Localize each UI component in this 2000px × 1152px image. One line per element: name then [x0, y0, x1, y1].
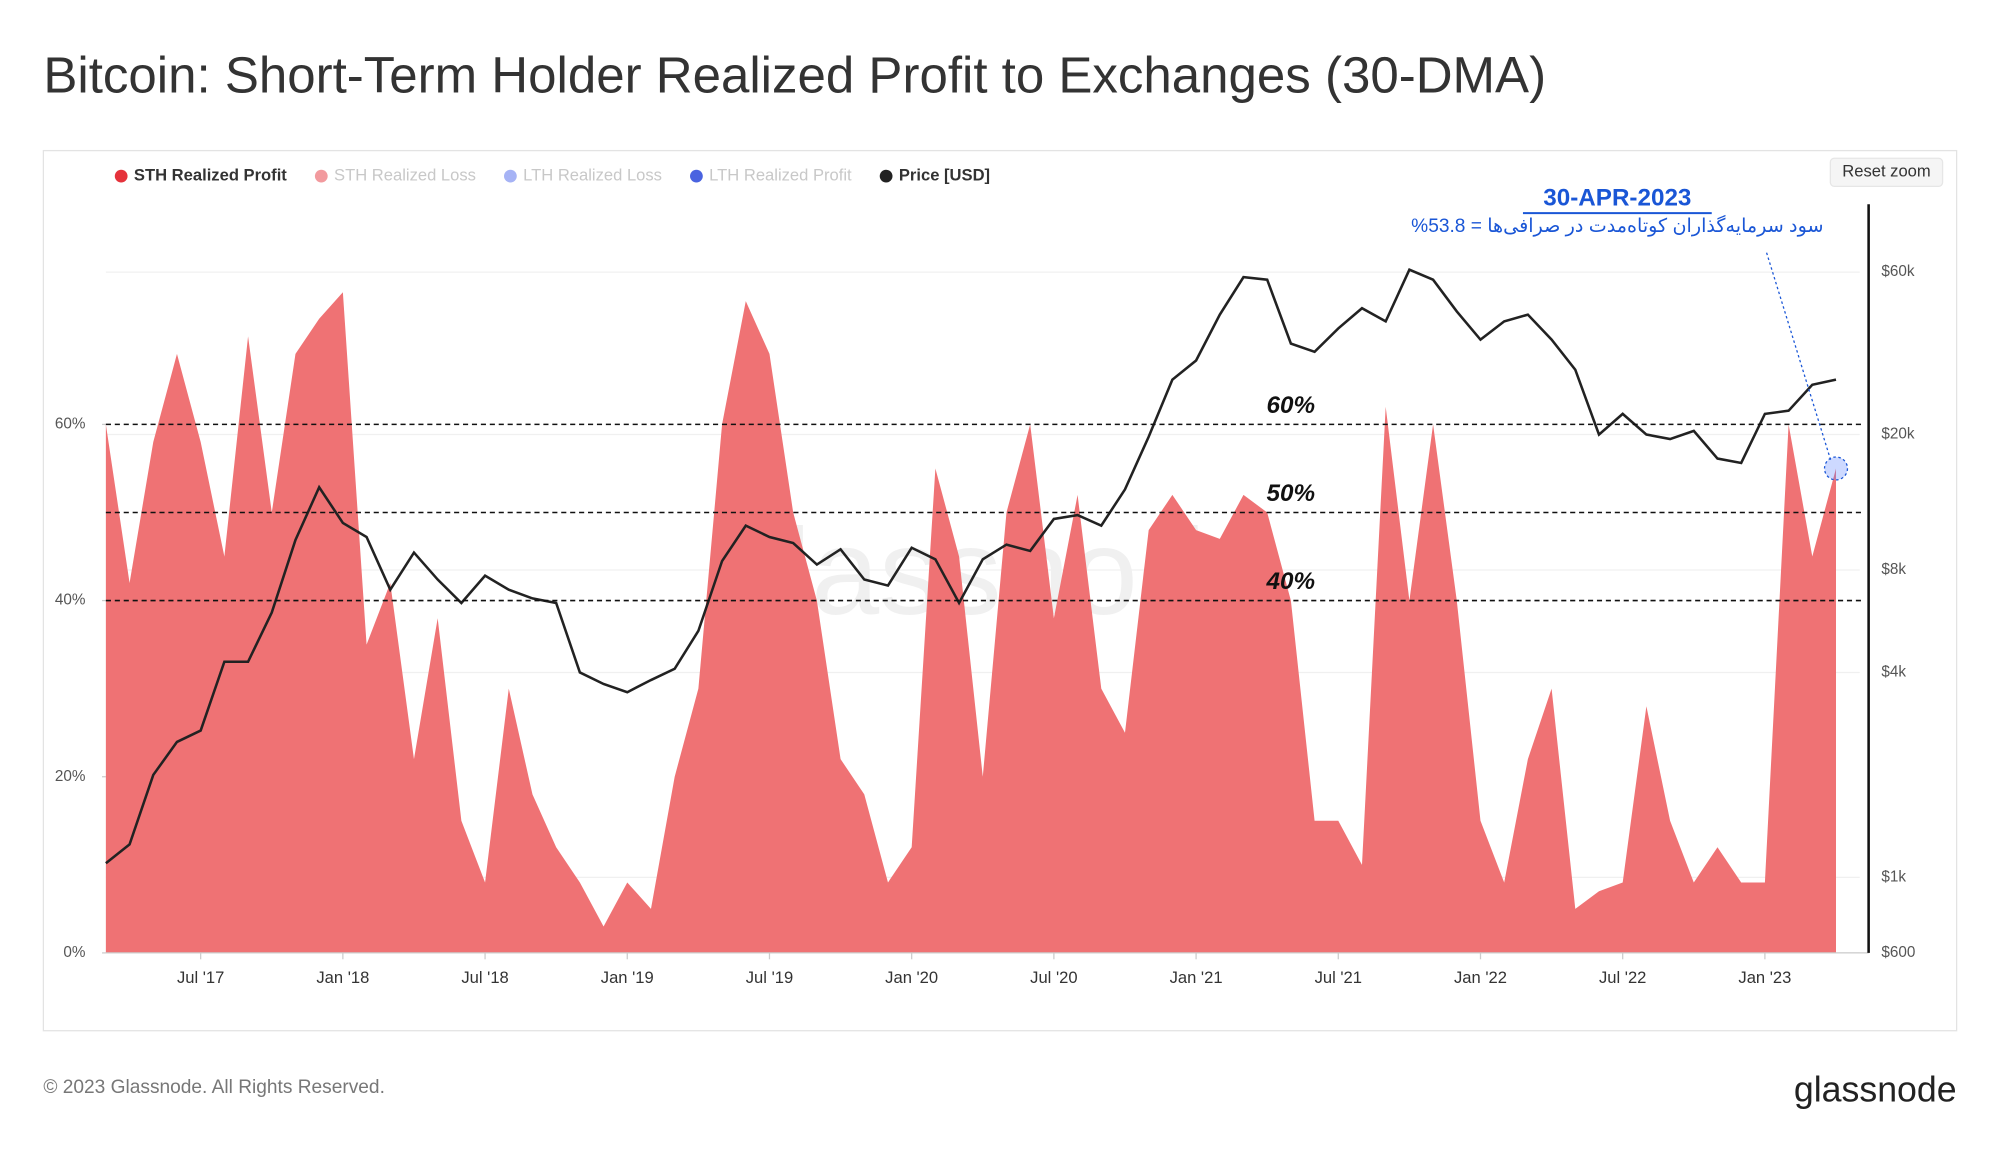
y2-tick-label: $8k: [1881, 561, 1906, 578]
y2-tick-label: $600: [1881, 944, 1915, 961]
price-line: [105, 268, 1837, 865]
legend-label[interactable]: STH Realized Loss: [334, 166, 476, 185]
x-tick-label: Jan '22: [1454, 968, 1507, 987]
annotation-date: 30-APR-2023: [1543, 184, 1691, 211]
legend-label[interactable]: LTH Realized Profit: [709, 166, 852, 185]
legend-item[interactable]: LTH Realized Profit: [690, 166, 852, 185]
x-tick-label: Jul '18: [461, 968, 508, 987]
x-tick-label: Jul '17: [177, 968, 224, 987]
chart-title: Bitcoin: Short-Term Holder Realized Prof…: [43, 47, 1546, 104]
x-tick-label: Jan '23: [1738, 968, 1791, 987]
y2-tick-label: $4k: [1881, 664, 1906, 681]
x-tick-label: Jul '20: [1030, 968, 1077, 987]
x-tick-label: Jan '18: [316, 968, 369, 987]
y-tick-label: 20%: [55, 768, 86, 785]
y-tick-label: 0%: [63, 944, 86, 961]
y2-tick-label: $1k: [1881, 868, 1906, 885]
x-tick-label: Jul '19: [746, 968, 793, 987]
x-tick-label: Jan '19: [601, 968, 654, 987]
x-tick-label: Jan '21: [1170, 968, 1223, 987]
legend-label[interactable]: Price [USD]: [899, 166, 990, 185]
logo: glassnode: [1794, 1069, 1957, 1109]
legend-swatch[interactable]: [314, 169, 328, 183]
reference-label: 60%: [1267, 392, 1315, 419]
x-tick-label: Jul '21: [1315, 968, 1362, 987]
reset-zoom-label[interactable]: Reset zoom: [1842, 162, 1930, 181]
x-tick-label: Jul '22: [1599, 968, 1646, 987]
annotation-text: سود سرمایه‌گذاران کوتاه‌مدت در صرافی‌ها …: [1411, 214, 1823, 237]
y-tick-label: 40%: [55, 592, 86, 609]
y-tick-label: 60%: [55, 415, 86, 432]
annotation-marker: [1823, 456, 1849, 481]
legend-label[interactable]: LTH Realized Loss: [523, 166, 662, 185]
y2-tick-label: $60k: [1881, 263, 1915, 280]
area: [105, 292, 1836, 953]
chart-frame: [42, 149, 1958, 1032]
legend-item[interactable]: Price [USD]: [879, 166, 990, 185]
legend-item[interactable]: STH Realized Profit: [114, 166, 288, 185]
x-tick-label: Jan '20: [885, 968, 938, 987]
legend-label[interactable]: STH Realized Profit: [134, 166, 287, 185]
annotation-pointer: [1765, 252, 1832, 461]
legend-item[interactable]: STH Realized Loss: [314, 166, 476, 185]
legend-swatch[interactable]: [690, 169, 703, 183]
reference-label: 40%: [1266, 568, 1315, 595]
legend-item[interactable]: LTH Realized Loss: [504, 166, 662, 185]
y2-tick-label: $20k: [1881, 426, 1915, 443]
legend-swatch[interactable]: [114, 169, 128, 183]
footer: © 2023 Glassnode. All Rights Reserved.: [43, 1077, 385, 1098]
legend-swatch[interactable]: [879, 169, 893, 183]
legend-swatch[interactable]: [504, 169, 517, 183]
reference-label: 50%: [1267, 480, 1315, 507]
reset-zoom-button[interactable]: [1829, 157, 1944, 187]
